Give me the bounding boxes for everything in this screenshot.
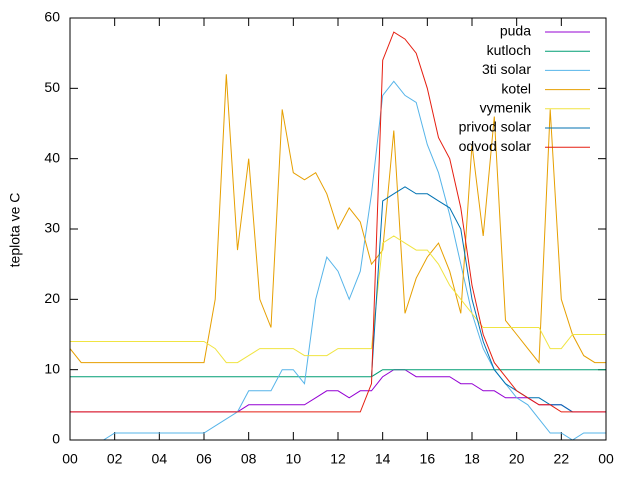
series-line (70, 80, 606, 441)
series-line (70, 31, 606, 413)
y-tick-label: 10 (44, 360, 60, 376)
x-tick-label: 10 (286, 451, 302, 467)
legend-label: odvod solar (459, 138, 532, 154)
y-tick-label: 60 (44, 9, 60, 25)
legend-label: kutloch (487, 42, 531, 58)
y-tick-label: 30 (44, 220, 60, 236)
y-axis-label: teplota ve C (7, 193, 23, 268)
plot-frame (69, 17, 607, 441)
series-line (70, 235, 606, 364)
x-tick-label: 14 (375, 451, 391, 467)
y-tick-label: 20 (44, 290, 60, 306)
x-tick-label: 22 (554, 451, 570, 467)
x-tick-label: 16 (420, 451, 436, 467)
series-line (69, 74, 606, 364)
legend-label: 3ti solar (482, 61, 531, 77)
x-tick-label: 20 (509, 451, 525, 467)
legend-label: privod solar (459, 119, 532, 135)
x-tick-label: 00 (62, 451, 78, 467)
y-tick-label: 0 (52, 431, 60, 447)
legend-label: puda (500, 23, 531, 39)
legend-label: vymenik (480, 100, 532, 116)
x-tick-label: 12 (330, 451, 346, 467)
x-tick-label: 02 (107, 451, 123, 467)
x-tick-label: 06 (196, 451, 212, 467)
series-line (70, 369, 606, 413)
x-tick-label: 00 (598, 451, 614, 467)
series-line (371, 186, 573, 413)
series-line (70, 369, 606, 378)
legend-label: kotel (501, 80, 531, 96)
x-tick-label: 04 (152, 451, 168, 467)
y-tick-label: 50 (44, 79, 60, 95)
y-tick-label: 40 (44, 149, 60, 165)
x-tick-label: 18 (464, 451, 480, 467)
x-tick-label: 08 (241, 451, 257, 467)
